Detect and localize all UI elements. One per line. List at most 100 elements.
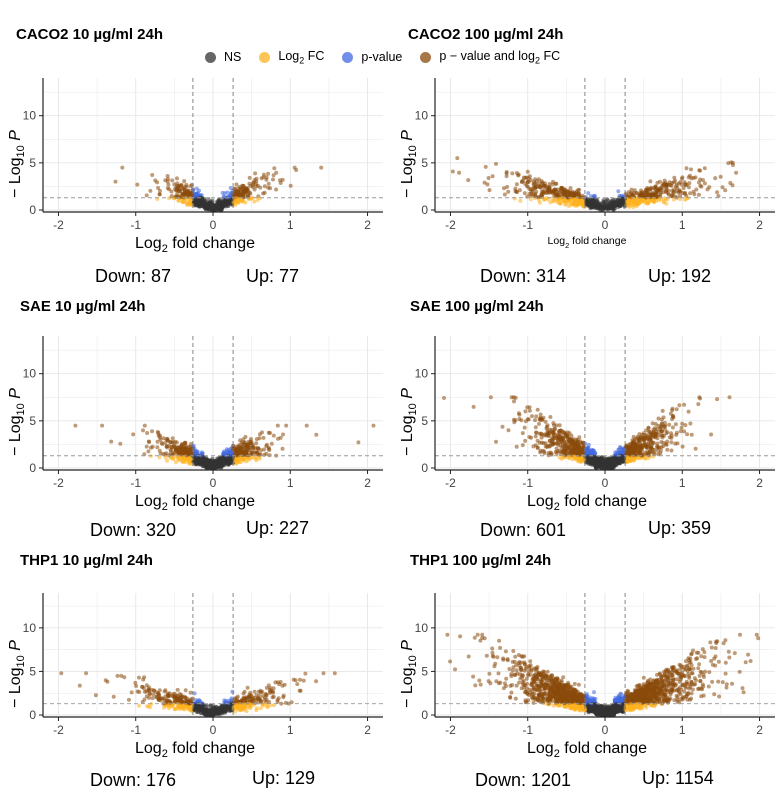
data-point (556, 449, 560, 453)
data-point (255, 177, 259, 181)
data-point (203, 459, 207, 463)
data-point (150, 173, 154, 177)
data-point (578, 195, 582, 199)
data-point (184, 446, 188, 450)
data-point (646, 452, 650, 456)
data-point (563, 445, 567, 449)
data-point (517, 417, 521, 421)
data-point (141, 428, 145, 432)
data-point (673, 442, 677, 446)
data-point (256, 446, 260, 450)
data-point (512, 399, 516, 403)
y-tick-label: 5 (29, 414, 36, 428)
data-point (146, 449, 150, 453)
x-tick-label: -1 (522, 476, 533, 490)
data-point (145, 193, 149, 197)
data-point (314, 433, 318, 437)
data-point (503, 193, 507, 197)
data-point (672, 188, 676, 192)
data-point (669, 436, 673, 440)
data-point (217, 462, 221, 466)
data-point (165, 444, 169, 448)
data-point (527, 417, 531, 421)
data-point (546, 423, 550, 427)
data-point (153, 179, 157, 183)
data-point (569, 186, 573, 190)
data-point (281, 695, 285, 699)
data-point (694, 447, 698, 451)
data-point (522, 176, 526, 180)
data-point (582, 457, 586, 461)
data-point (633, 188, 637, 192)
data-point (644, 444, 648, 448)
data-point (442, 396, 446, 400)
data-point (505, 185, 509, 189)
data-point (242, 188, 246, 192)
data-point (530, 414, 534, 418)
data-point (654, 431, 658, 435)
data-point (538, 432, 542, 436)
data-point (528, 174, 532, 178)
x-tick-label: -2 (53, 218, 64, 232)
data-point (534, 434, 538, 438)
data-point (572, 451, 576, 455)
data-point (675, 407, 679, 411)
gridlines (43, 78, 383, 210)
data-point (585, 202, 589, 206)
data-point (507, 428, 511, 432)
data-point (679, 429, 683, 433)
data-point (670, 449, 674, 453)
data-point (629, 191, 633, 195)
data-point (632, 201, 636, 205)
data-point (534, 443, 538, 447)
data-point (554, 182, 558, 186)
data-point (576, 188, 580, 192)
data-point (548, 415, 552, 419)
y-tick-label: 5 (421, 414, 428, 428)
data-point (645, 186, 649, 190)
data-point (539, 185, 543, 189)
data-point (251, 443, 255, 447)
data-point (189, 458, 193, 462)
data-point (248, 176, 252, 180)
points (442, 395, 732, 470)
y-tick-label: 5 (421, 156, 428, 170)
data-point (585, 447, 589, 451)
data-point (264, 692, 268, 696)
data-point (657, 446, 661, 450)
data-point (687, 410, 691, 414)
data-point (651, 428, 655, 432)
y-tick-label: 5 (29, 156, 36, 170)
data-point (556, 438, 560, 442)
up-count: Up: 359 (648, 518, 711, 539)
data-point (552, 199, 556, 203)
data-point (314, 679, 318, 683)
data-point (241, 192, 245, 196)
data-point (683, 183, 687, 187)
data-point (613, 202, 617, 206)
data-point (564, 453, 568, 457)
data-point (253, 690, 257, 694)
data-point (267, 182, 271, 186)
data-point (214, 207, 218, 211)
data-point (683, 198, 687, 202)
data-point (547, 434, 551, 438)
data-point (217, 200, 221, 204)
data-point (143, 424, 147, 428)
data-point (510, 171, 514, 175)
data-point (599, 463, 603, 467)
data-point (526, 170, 530, 174)
data-point (640, 443, 644, 447)
data-point (665, 443, 669, 447)
up-count: Up: 227 (246, 518, 309, 539)
data-point (171, 436, 175, 440)
data-point (533, 418, 537, 422)
data-point (141, 678, 145, 682)
data-point (657, 188, 661, 192)
data-point (170, 445, 174, 449)
x-tick-label: -1 (130, 476, 141, 490)
data-point (703, 166, 707, 170)
